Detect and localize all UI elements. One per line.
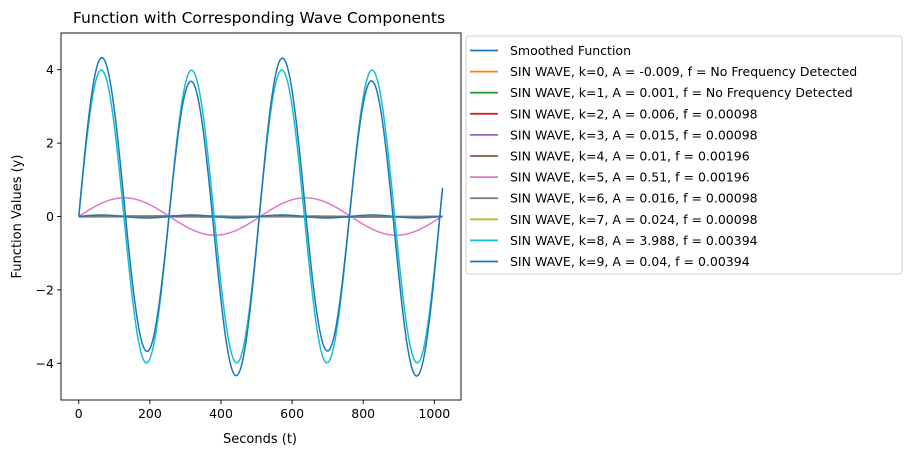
- x-axis: 0 200 400 600 800 1000: [75, 400, 450, 421]
- y-tick-label: −2: [36, 282, 54, 297]
- x-axis-label: Seconds (t): [223, 432, 297, 447]
- series-line-10: [78, 214, 443, 219]
- legend-label: SIN WAVE, k=7, A = 0.024, f = 0.00098: [510, 212, 758, 227]
- y-tick-label: 4: [46, 62, 54, 77]
- y-axis-label: Function Values (y): [10, 155, 25, 279]
- y-tick-label: 2: [46, 136, 54, 151]
- series-line-0: [78, 56, 444, 377]
- y-tick-label: 0: [46, 209, 54, 224]
- chart-title: Function with Corresponding Wave Compone…: [73, 9, 445, 27]
- x-tick-label: 1000: [418, 406, 450, 421]
- legend-label: SIN WAVE, k=5, A = 0.51, f = 0.00196: [510, 170, 750, 185]
- legend: Smoothed Function SIN WAVE, k=0, A = -0.0…: [465, 35, 903, 275]
- legend-label: SIN WAVE, k=9, A = 0.04, f = 0.00394: [510, 254, 750, 269]
- x-tick-label: 400: [209, 406, 233, 421]
- legend-label: SIN WAVE, k=3, A = 0.015, f = 0.00098: [510, 127, 758, 142]
- y-tick-label: −4: [36, 356, 54, 371]
- legend-label: SIN WAVE, k=6, A = 0.016, f = 0.00098: [510, 191, 758, 206]
- x-tick-label: 0: [75, 406, 83, 421]
- x-tick-label: 600: [280, 406, 304, 421]
- legend-frame: [465, 35, 903, 275]
- legend-label: SIN WAVE, k=1, A = 0.001, f = No Frequen…: [510, 85, 853, 100]
- legend-label: SIN WAVE, k=2, A = 0.006, f = 0.00098: [510, 106, 758, 121]
- legend-label: SIN WAVE, k=8, A = 3.988, f = 0.00394: [510, 233, 758, 248]
- y-axis: −4 −2 0 2 4: [36, 62, 61, 371]
- legend-label: SIN WAVE, k=0, A = -0.009, f = No Freque…: [510, 64, 857, 79]
- x-tick-label: 200: [138, 406, 162, 421]
- legend-label: SIN WAVE, k=4, A = 0.01, f = 0.00196: [510, 149, 750, 164]
- series-layer: [78, 56, 444, 377]
- legend-label: Smoothed Function: [510, 43, 631, 58]
- x-tick-label: 800: [351, 406, 375, 421]
